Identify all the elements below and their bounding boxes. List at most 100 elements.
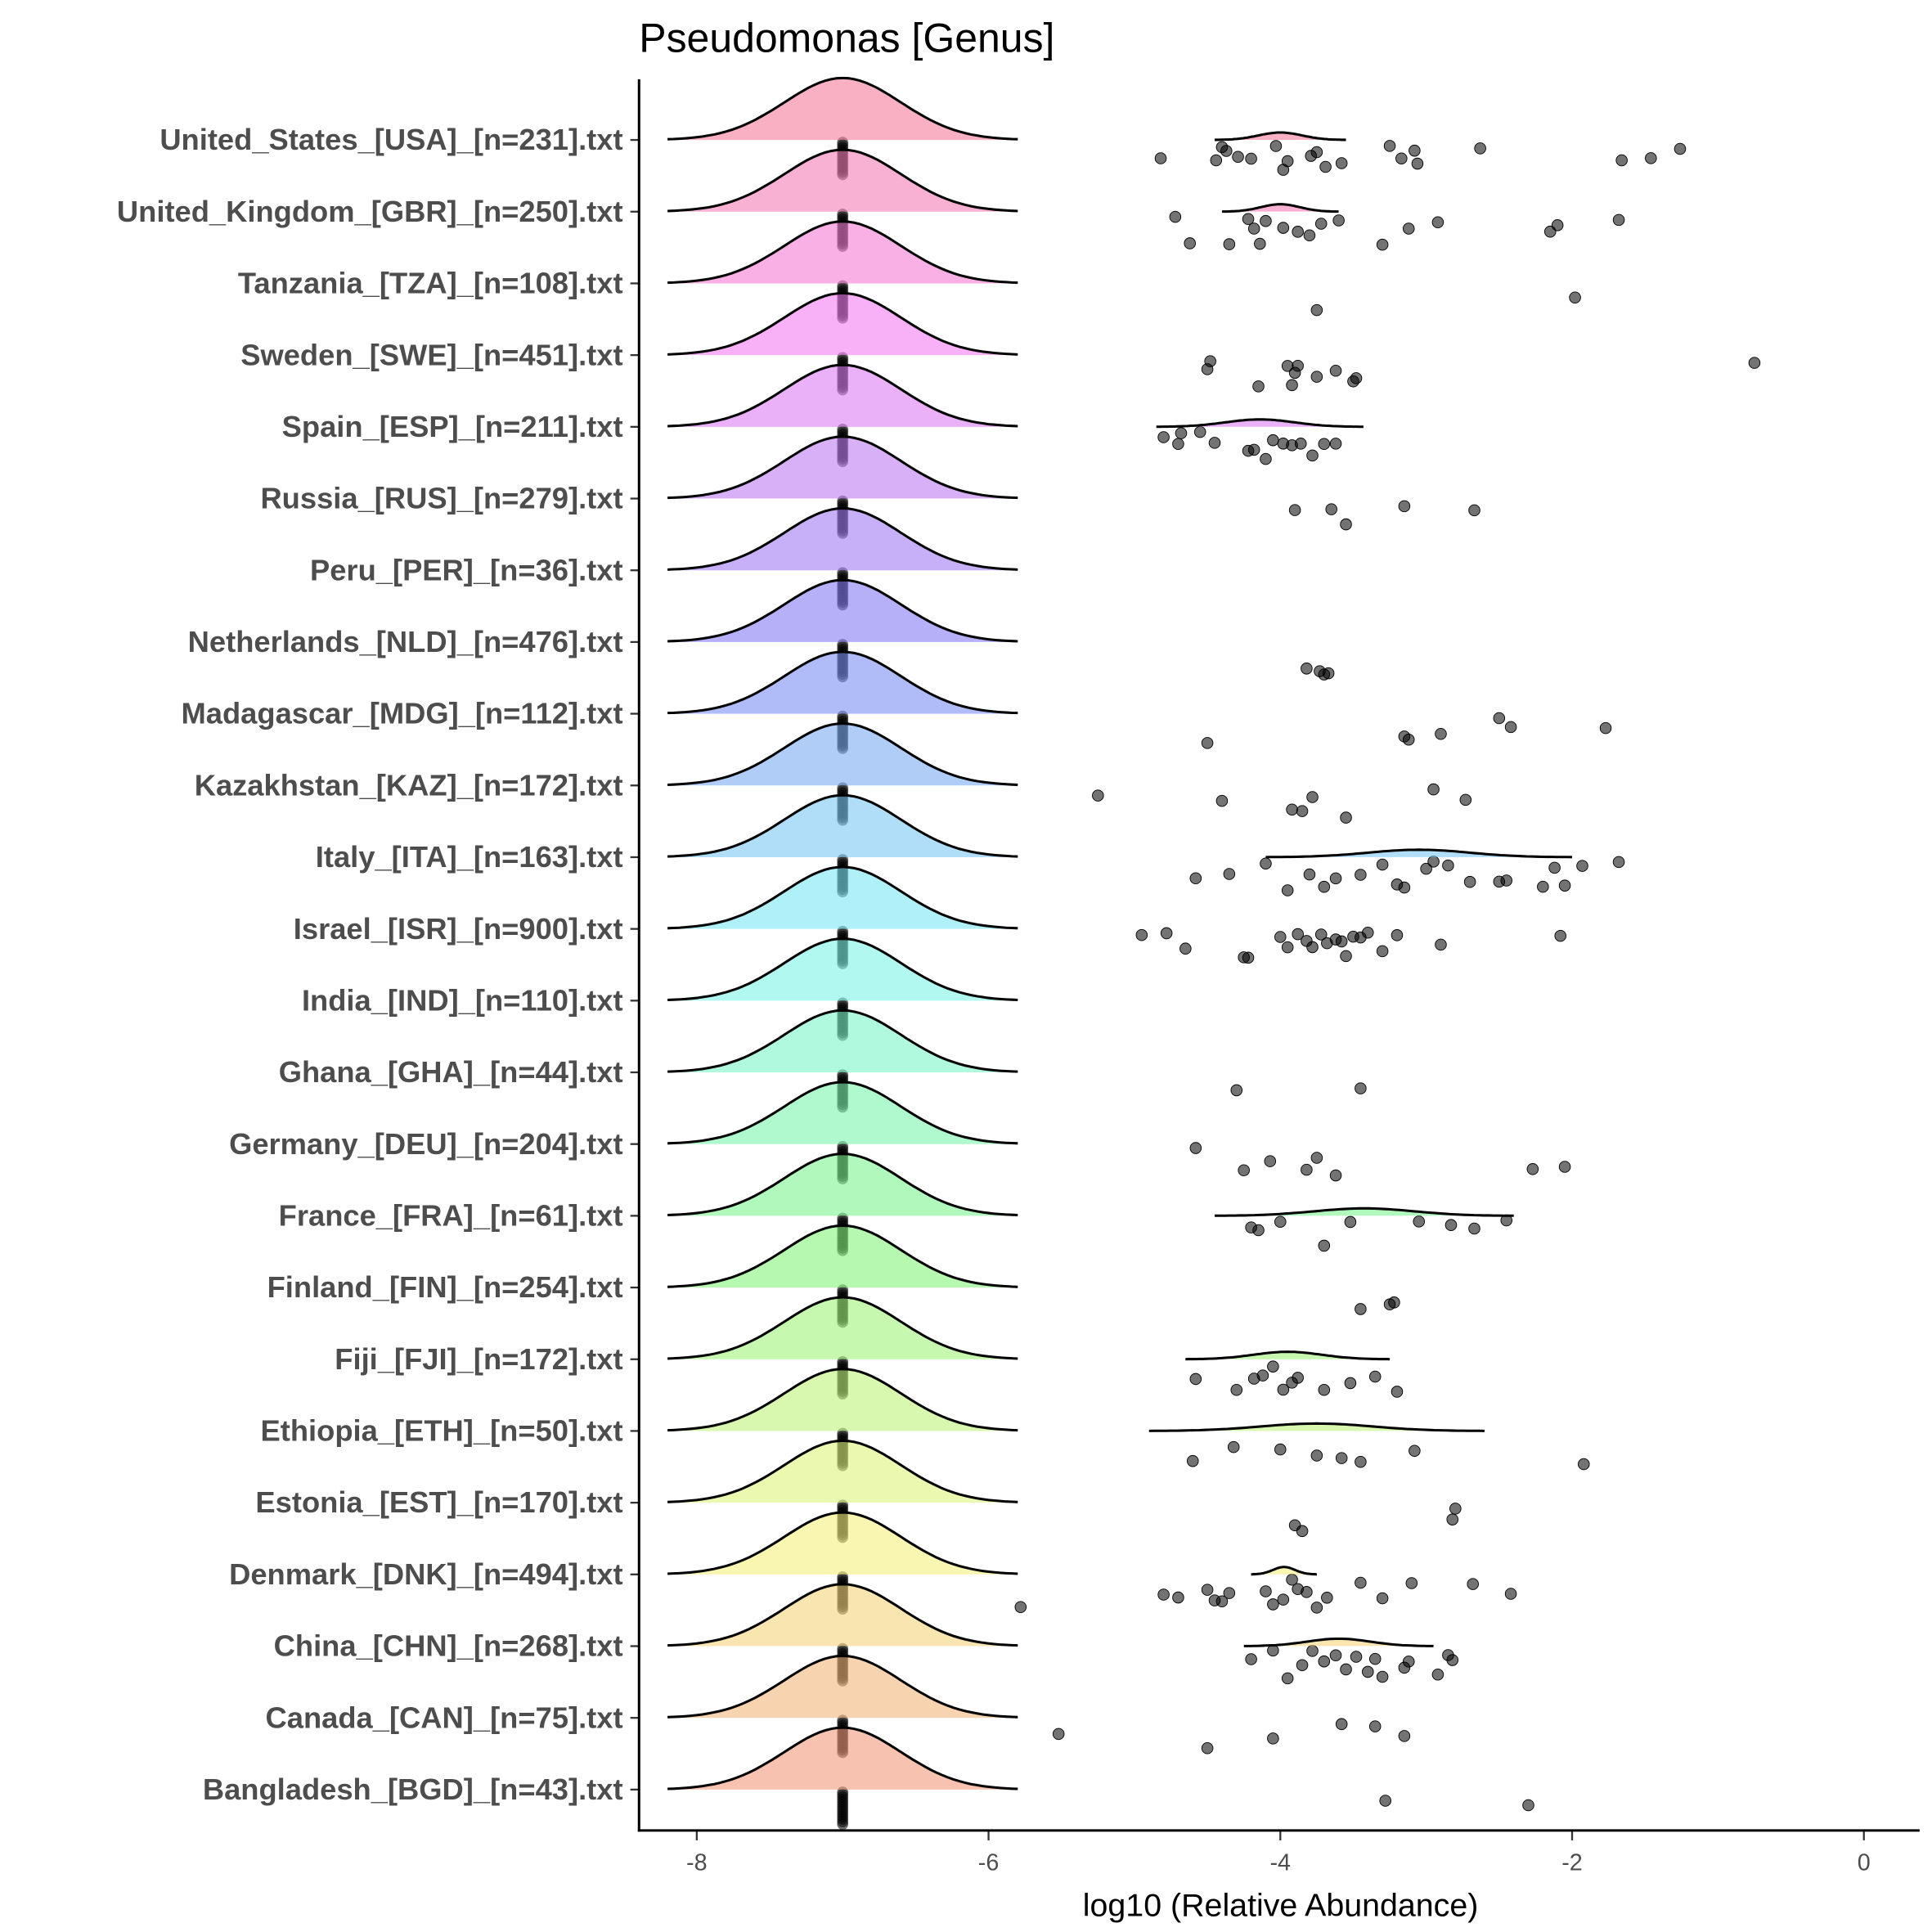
data-point [1368, 1720, 1382, 1732]
data-point [1362, 1665, 1374, 1678]
data-point [1306, 791, 1319, 803]
data-point [1411, 157, 1424, 170]
data-point [1321, 1592, 1333, 1604]
data-point [1157, 1588, 1170, 1601]
data-point [1376, 1592, 1389, 1605]
data-point [1344, 1377, 1357, 1390]
data-point [1504, 721, 1517, 734]
y-tick-label: Finland_[FIN]_[n=254].txt [267, 1270, 623, 1304]
density-fill [667, 365, 1018, 427]
data-point [1193, 425, 1206, 438]
zero-point [837, 1818, 849, 1831]
data-point [1292, 360, 1304, 372]
density-line [667, 76, 1018, 141]
data-point [1215, 1595, 1229, 1608]
data-point [1355, 1082, 1367, 1094]
data-point [1318, 1239, 1331, 1252]
y-tick-label: Ghana_[GHA]_[n=44].txt [279, 1055, 623, 1089]
density-fill [667, 795, 1018, 857]
data-point [1242, 213, 1255, 225]
data-point [1398, 730, 1411, 743]
data-point [1230, 1084, 1243, 1097]
data-point [1277, 222, 1290, 234]
data-point [1247, 222, 1260, 235]
density-line [667, 435, 1018, 500]
density-line [667, 1009, 1018, 1073]
x-tick-label: -6 [978, 1849, 1000, 1876]
data-point [1306, 449, 1319, 462]
density-fill [667, 1584, 1018, 1647]
data-point [1493, 712, 1506, 725]
y-tick-label: France_[FRA]_[n=61].txt [279, 1199, 623, 1233]
data-point [1135, 928, 1148, 941]
density-line-nonzero [1215, 1206, 1514, 1217]
data-point [1340, 1663, 1352, 1676]
density-line [667, 650, 1018, 715]
x-tick-label: 0 [1858, 1849, 1871, 1876]
data-point [1286, 803, 1298, 816]
density-line-nonzero [1265, 848, 1573, 859]
ridge-0 [667, 76, 1346, 142]
y-tick-label: Russia_[RUS]_[n=279].txt [260, 482, 622, 515]
data-point [1281, 884, 1294, 896]
data-point [1186, 1454, 1199, 1467]
data-point [1329, 872, 1342, 885]
data-point [1376, 1670, 1389, 1683]
ridge-18 [667, 1368, 1485, 1432]
data-point [1201, 1741, 1214, 1755]
data-point [1172, 438, 1184, 451]
ridge-7 [667, 578, 1018, 643]
data-point [1391, 929, 1404, 941]
data-point [1267, 1598, 1279, 1611]
data-point [1355, 869, 1367, 881]
data-point [1210, 154, 1223, 167]
x-axis-title: log10 (Relative Abundance) [1083, 1887, 1479, 1923]
data-point [1247, 443, 1260, 456]
data-point [1227, 1440, 1240, 1453]
data-point [1615, 154, 1628, 167]
data-point [1314, 928, 1328, 941]
data-point [1277, 1383, 1290, 1396]
data-point [1223, 1587, 1236, 1599]
data-point [1355, 1455, 1367, 1468]
density-fill [667, 1656, 1018, 1719]
density-line [667, 793, 1018, 858]
data-point [1310, 1152, 1323, 1164]
data-point [1335, 157, 1348, 169]
data-point [1204, 355, 1216, 367]
data-point [1260, 214, 1272, 227]
ridge-8 [667, 650, 1018, 715]
data-point [1526, 1163, 1539, 1175]
data-point [1409, 1445, 1421, 1458]
ridge-6 [667, 507, 1018, 571]
data-point [1376, 238, 1389, 251]
density-line [667, 722, 1018, 786]
data-point [1306, 941, 1319, 954]
data-point [1612, 213, 1625, 227]
data-point [1558, 879, 1571, 892]
ridge-17 [667, 1296, 1391, 1361]
data-point [1314, 218, 1328, 230]
density-fill [667, 1082, 1018, 1144]
data-point [1554, 929, 1567, 942]
data-point [1292, 1372, 1304, 1384]
density-line [667, 1511, 1018, 1575]
density-fill [667, 723, 1018, 786]
data-point [1281, 155, 1294, 168]
ridge-4 [667, 363, 1364, 429]
ridge-23 [667, 1726, 1018, 1790]
data-point [1292, 226, 1304, 238]
ridge-5 [667, 435, 1018, 500]
data-point [1160, 927, 1173, 940]
data-point [1368, 1370, 1382, 1383]
data-point [1184, 237, 1196, 249]
data-point [1052, 1728, 1065, 1741]
data-point [1748, 357, 1761, 369]
data-point [1201, 737, 1214, 749]
data-point [1245, 1653, 1257, 1665]
data-point [1405, 1577, 1418, 1589]
data-point [1376, 858, 1389, 871]
data-point [1267, 1360, 1279, 1373]
density-line [667, 1081, 1018, 1145]
